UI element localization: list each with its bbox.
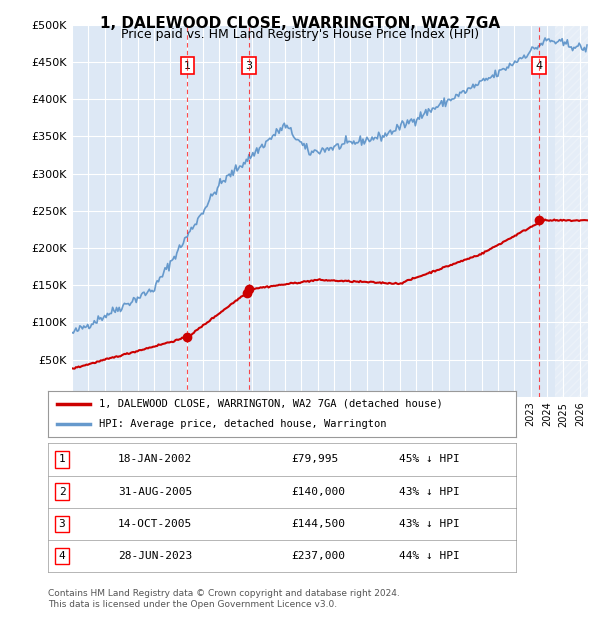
Text: 28-JUN-2023: 28-JUN-2023	[118, 551, 193, 561]
Text: 31-AUG-2005: 31-AUG-2005	[118, 487, 193, 497]
Text: 14-OCT-2005: 14-OCT-2005	[118, 519, 193, 529]
Text: £140,000: £140,000	[292, 487, 346, 497]
Text: 3: 3	[59, 519, 65, 529]
Text: £237,000: £237,000	[292, 551, 346, 561]
Bar	[555, 25, 588, 397]
Bar	[555, 25, 588, 397]
Text: £144,500: £144,500	[292, 519, 346, 529]
Text: 43% ↓ HPI: 43% ↓ HPI	[399, 519, 460, 529]
Text: 1: 1	[59, 454, 65, 464]
Text: 3: 3	[245, 61, 252, 71]
Text: 2: 2	[59, 487, 65, 497]
Text: Contains HM Land Registry data © Crown copyright and database right 2024.
This d: Contains HM Land Registry data © Crown c…	[48, 590, 400, 609]
Text: 43% ↓ HPI: 43% ↓ HPI	[399, 487, 460, 497]
Text: Price paid vs. HM Land Registry's House Price Index (HPI): Price paid vs. HM Land Registry's House …	[121, 28, 479, 41]
Text: 18-JAN-2002: 18-JAN-2002	[118, 454, 193, 464]
Text: £79,995: £79,995	[292, 454, 338, 464]
Text: 4: 4	[535, 61, 542, 71]
Text: 1: 1	[184, 61, 191, 71]
Text: 1, DALEWOOD CLOSE, WARRINGTON, WA2 7GA (detached house): 1, DALEWOOD CLOSE, WARRINGTON, WA2 7GA (…	[100, 399, 443, 409]
Text: 4: 4	[59, 551, 65, 561]
Text: 1, DALEWOOD CLOSE, WARRINGTON, WA2 7GA: 1, DALEWOOD CLOSE, WARRINGTON, WA2 7GA	[100, 16, 500, 30]
Text: 45% ↓ HPI: 45% ↓ HPI	[399, 454, 460, 464]
Text: 44% ↓ HPI: 44% ↓ HPI	[399, 551, 460, 561]
Text: HPI: Average price, detached house, Warrington: HPI: Average price, detached house, Warr…	[100, 419, 387, 429]
